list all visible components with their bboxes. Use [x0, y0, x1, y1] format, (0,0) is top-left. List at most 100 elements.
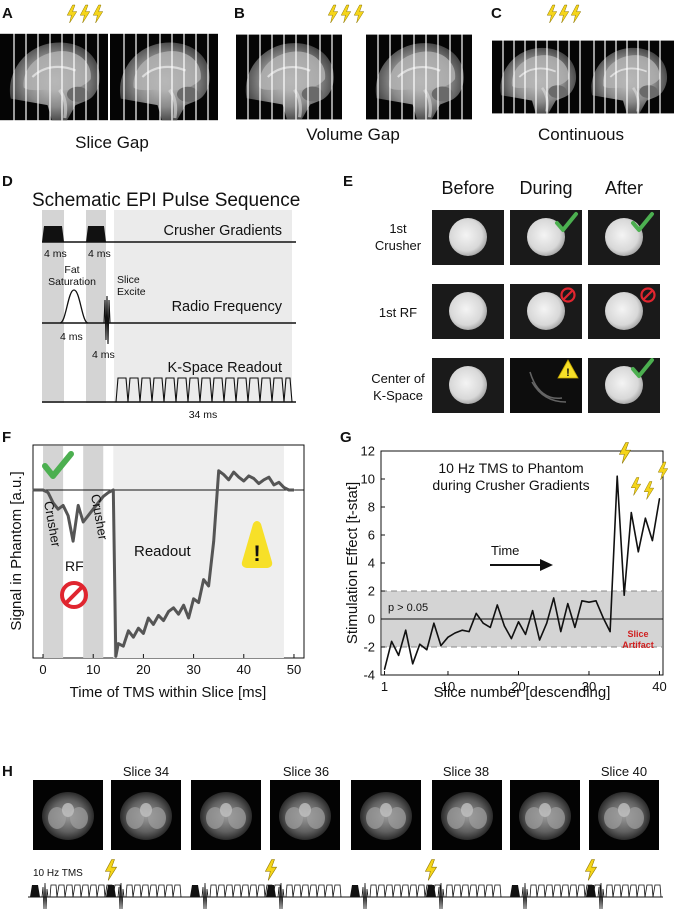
crusher-block: [106, 885, 116, 897]
data-point: [152, 623, 155, 626]
check-icon: [555, 212, 578, 232]
data-point: [412, 663, 414, 665]
panel-letter: G: [340, 429, 352, 446]
data-point: [426, 649, 428, 651]
x-tick-label: 40: [237, 662, 251, 677]
readout-train: [285, 884, 342, 898]
data-point: [447, 636, 449, 638]
data-point: [398, 654, 400, 657]
data-point: [637, 551, 639, 553]
epi-readout-train: [115, 377, 293, 403]
data-point: [581, 600, 583, 602]
excite-pulse: [201, 882, 209, 910]
tms-bolt-icon: [425, 859, 437, 881]
data-point: [503, 625, 505, 627]
data-point: [213, 540, 215, 542]
check-icon: [631, 212, 654, 232]
data-point: [609, 631, 611, 633]
data-point: [283, 486, 285, 489]
x-tick-label: 40: [652, 679, 666, 694]
axis-title: Time of TMS within Slice [ms]: [70, 684, 267, 701]
tms-bolt-icon: [619, 442, 631, 464]
data-point: [616, 475, 618, 477]
readout-label: Readout: [134, 543, 192, 560]
tms-bolt-icon: [265, 859, 277, 881]
data-point: [127, 630, 129, 632]
svg-text:!: !: [253, 541, 260, 566]
crusher-block: [426, 885, 436, 897]
panel-letter: E: [343, 173, 353, 190]
readout-train: [445, 884, 502, 898]
y-tick-label: 0: [368, 612, 375, 627]
prohibited-icon: [560, 287, 576, 303]
data-point: [258, 483, 260, 485]
data-point: [595, 600, 597, 602]
phantom-image: [432, 358, 504, 413]
check-icon: [631, 358, 654, 378]
data-point: [228, 479, 230, 481]
data-point: [567, 603, 569, 605]
warning-icon: !: [557, 359, 579, 379]
excite-pulse: [41, 882, 49, 910]
data-point: [539, 639, 541, 641]
tms-label: 10 Hz TMS: [33, 868, 83, 879]
row-label: Center of: [371, 371, 425, 386]
axial-slice-image: [111, 780, 181, 850]
excite-pulse: [117, 882, 125, 910]
y-tick-label: 2: [368, 584, 375, 599]
column-header: Before: [441, 178, 494, 198]
data-point: [489, 626, 491, 629]
crusher-block: [350, 885, 360, 897]
x-tick-label: 20: [511, 679, 525, 694]
data-point: [182, 604, 185, 606]
row-label-rf: Radio Frequency: [172, 299, 283, 315]
svg-text:!: !: [566, 367, 570, 379]
data-point: [454, 632, 456, 634]
axial-slice-image: [589, 780, 659, 850]
data-point: [32, 489, 34, 491]
data-point: [203, 579, 205, 581]
panel-letter: F: [2, 429, 11, 446]
data-point: [87, 515, 89, 517]
shaded-region: [83, 446, 104, 658]
row-label: 1st RF: [379, 305, 417, 320]
x-tick-label: 10: [86, 662, 100, 677]
tms-bolt-icon: [92, 4, 104, 24]
axial-slice-image: [33, 780, 103, 850]
data-point: [233, 471, 235, 473]
x-tick-label: 20: [136, 662, 150, 677]
check-icon: [42, 451, 74, 479]
readout-train: [605, 884, 662, 898]
axial-slice-image: [191, 780, 261, 850]
tms-bolt-icon: [558, 4, 570, 24]
slice-lines: [13, 30, 209, 124]
data-point: [510, 638, 513, 640]
data-point: [588, 601, 590, 603]
data-point: [147, 617, 150, 619]
data-point: [553, 597, 555, 599]
tms-bolt-icon: [79, 4, 91, 24]
axial-slice-image: [270, 780, 340, 850]
data-point: [419, 643, 421, 645]
data-point: [288, 489, 290, 491]
data-point: [177, 613, 180, 615]
data-point: [157, 614, 160, 617]
data-point: [82, 521, 84, 523]
data-point: [405, 629, 407, 631]
data-point: [122, 645, 124, 647]
y-tick-label: 4: [368, 556, 375, 571]
panel-f: F 0 10 20 30 40 50 Crusher Crusher RF Readout…: [2, 429, 305, 701]
tms-bolt-icon: [570, 4, 582, 24]
y-tick-label: -4: [363, 668, 375, 683]
slice-excite-label: Slice: [117, 274, 140, 286]
data-point: [602, 617, 604, 619]
data-point: [198, 602, 200, 604]
annotation: during Crusher Gradients: [432, 477, 589, 493]
data-point: [97, 502, 99, 504]
data-point: [651, 540, 654, 542]
data-point: [92, 508, 94, 510]
panel-g: G 1 10 20 30 40 -4 -2 0 2 4 6 8 10 12 10 Hz TMS to Ph…: [340, 429, 669, 701]
data-point: [162, 619, 165, 622]
data-point: [253, 477, 255, 480]
